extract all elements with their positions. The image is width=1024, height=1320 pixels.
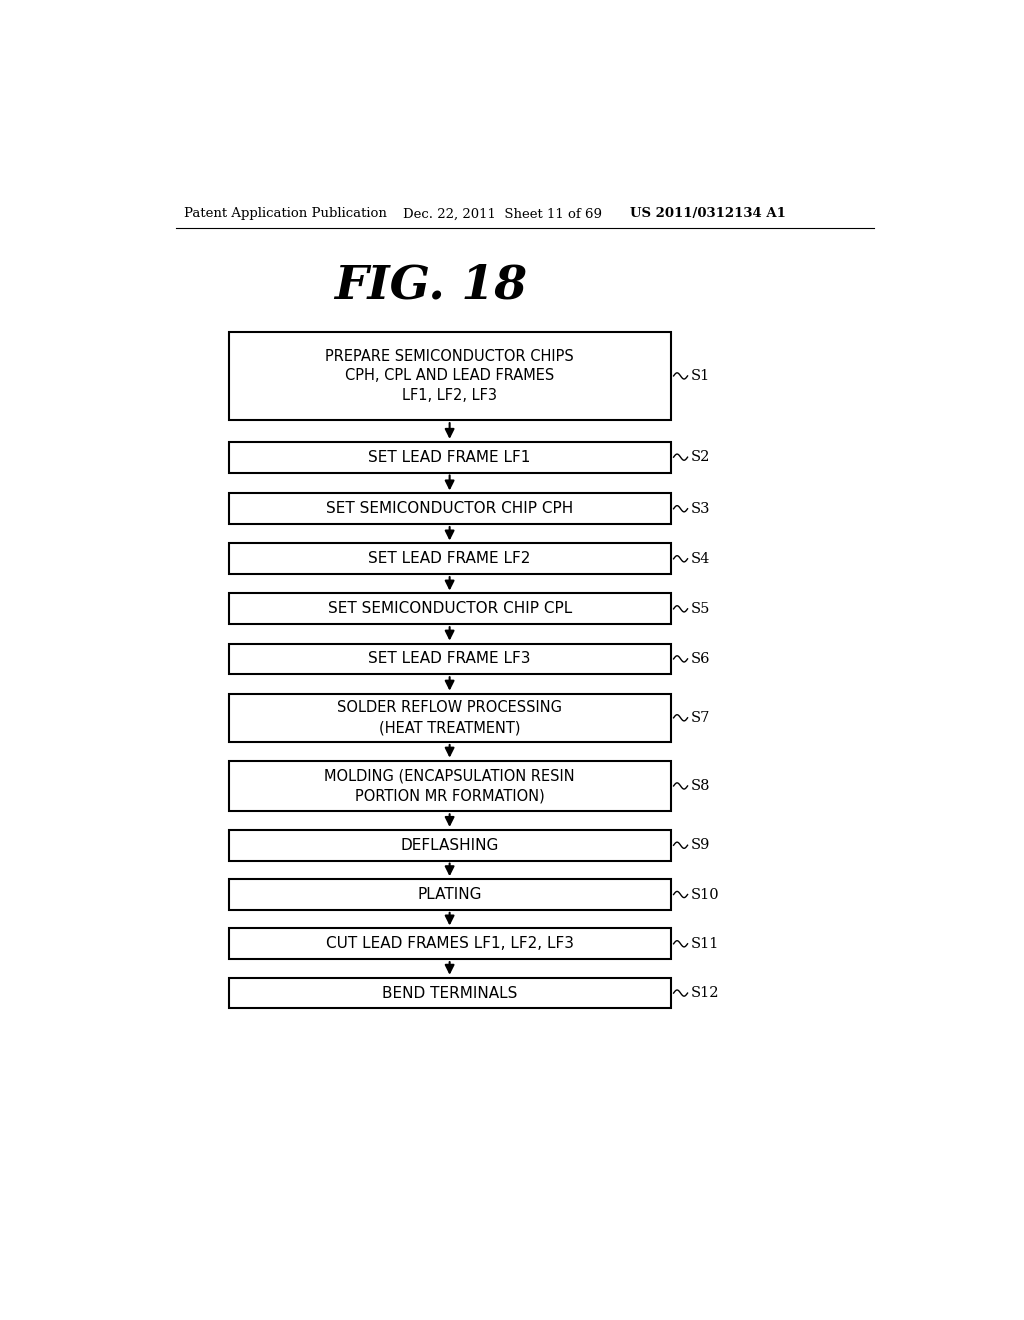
Text: S7: S7	[690, 710, 710, 725]
Text: S2: S2	[690, 450, 710, 465]
Text: S6: S6	[690, 652, 711, 665]
Text: Patent Application Publication: Patent Application Publication	[183, 207, 387, 220]
Text: SET SEMICONDUCTOR CHIP CPL: SET SEMICONDUCTOR CHIP CPL	[328, 602, 571, 616]
Text: Dec. 22, 2011  Sheet 11 of 69: Dec. 22, 2011 Sheet 11 of 69	[403, 207, 602, 220]
Text: S10: S10	[690, 887, 719, 902]
Bar	[228, 693, 671, 742]
Text: SET LEAD FRAME LF1: SET LEAD FRAME LF1	[369, 450, 530, 465]
Text: BEND TERMINALS: BEND TERMINALS	[382, 986, 517, 1001]
Bar	[228, 928, 671, 960]
Bar	[228, 644, 671, 675]
Text: PREPARE SEMICONDUCTOR CHIPS
CPH, CPL AND LEAD FRAMES
LF1, LF2, LF3: PREPARE SEMICONDUCTOR CHIPS CPH, CPL AND…	[326, 348, 574, 403]
Bar	[228, 494, 671, 524]
Text: S4: S4	[690, 552, 710, 566]
Text: MOLDING (ENCAPSULATION RESIN
PORTION MR FORMATION): MOLDING (ENCAPSULATION RESIN PORTION MR …	[325, 768, 574, 804]
Bar	[228, 879, 671, 909]
Text: S12: S12	[690, 986, 719, 1001]
Text: S11: S11	[690, 937, 719, 950]
Text: DEFLASHING: DEFLASHING	[400, 838, 499, 853]
Bar	[228, 331, 671, 420]
Bar	[228, 760, 671, 812]
Bar	[228, 544, 671, 574]
Text: PLATING: PLATING	[418, 887, 482, 902]
Text: S5: S5	[690, 602, 710, 616]
Text: S1: S1	[690, 368, 710, 383]
Text: S9: S9	[690, 838, 710, 853]
Bar	[228, 978, 671, 1008]
Text: S3: S3	[690, 502, 711, 516]
Bar	[228, 594, 671, 624]
Text: SET SEMICONDUCTOR CHIP CPH: SET SEMICONDUCTOR CHIP CPH	[326, 502, 573, 516]
Text: FIG. 18: FIG. 18	[334, 263, 526, 309]
Text: CUT LEAD FRAMES LF1, LF2, LF3: CUT LEAD FRAMES LF1, LF2, LF3	[326, 936, 573, 952]
Text: US 2011/0312134 A1: US 2011/0312134 A1	[630, 207, 786, 220]
Text: SOLDER REFLOW PROCESSING
(HEAT TREATMENT): SOLDER REFLOW PROCESSING (HEAT TREATMENT…	[337, 701, 562, 735]
Bar	[228, 442, 671, 473]
Text: SET LEAD FRAME LF2: SET LEAD FRAME LF2	[369, 552, 530, 566]
Bar	[228, 830, 671, 861]
Text: S8: S8	[690, 779, 711, 793]
Text: SET LEAD FRAME LF3: SET LEAD FRAME LF3	[369, 651, 530, 667]
